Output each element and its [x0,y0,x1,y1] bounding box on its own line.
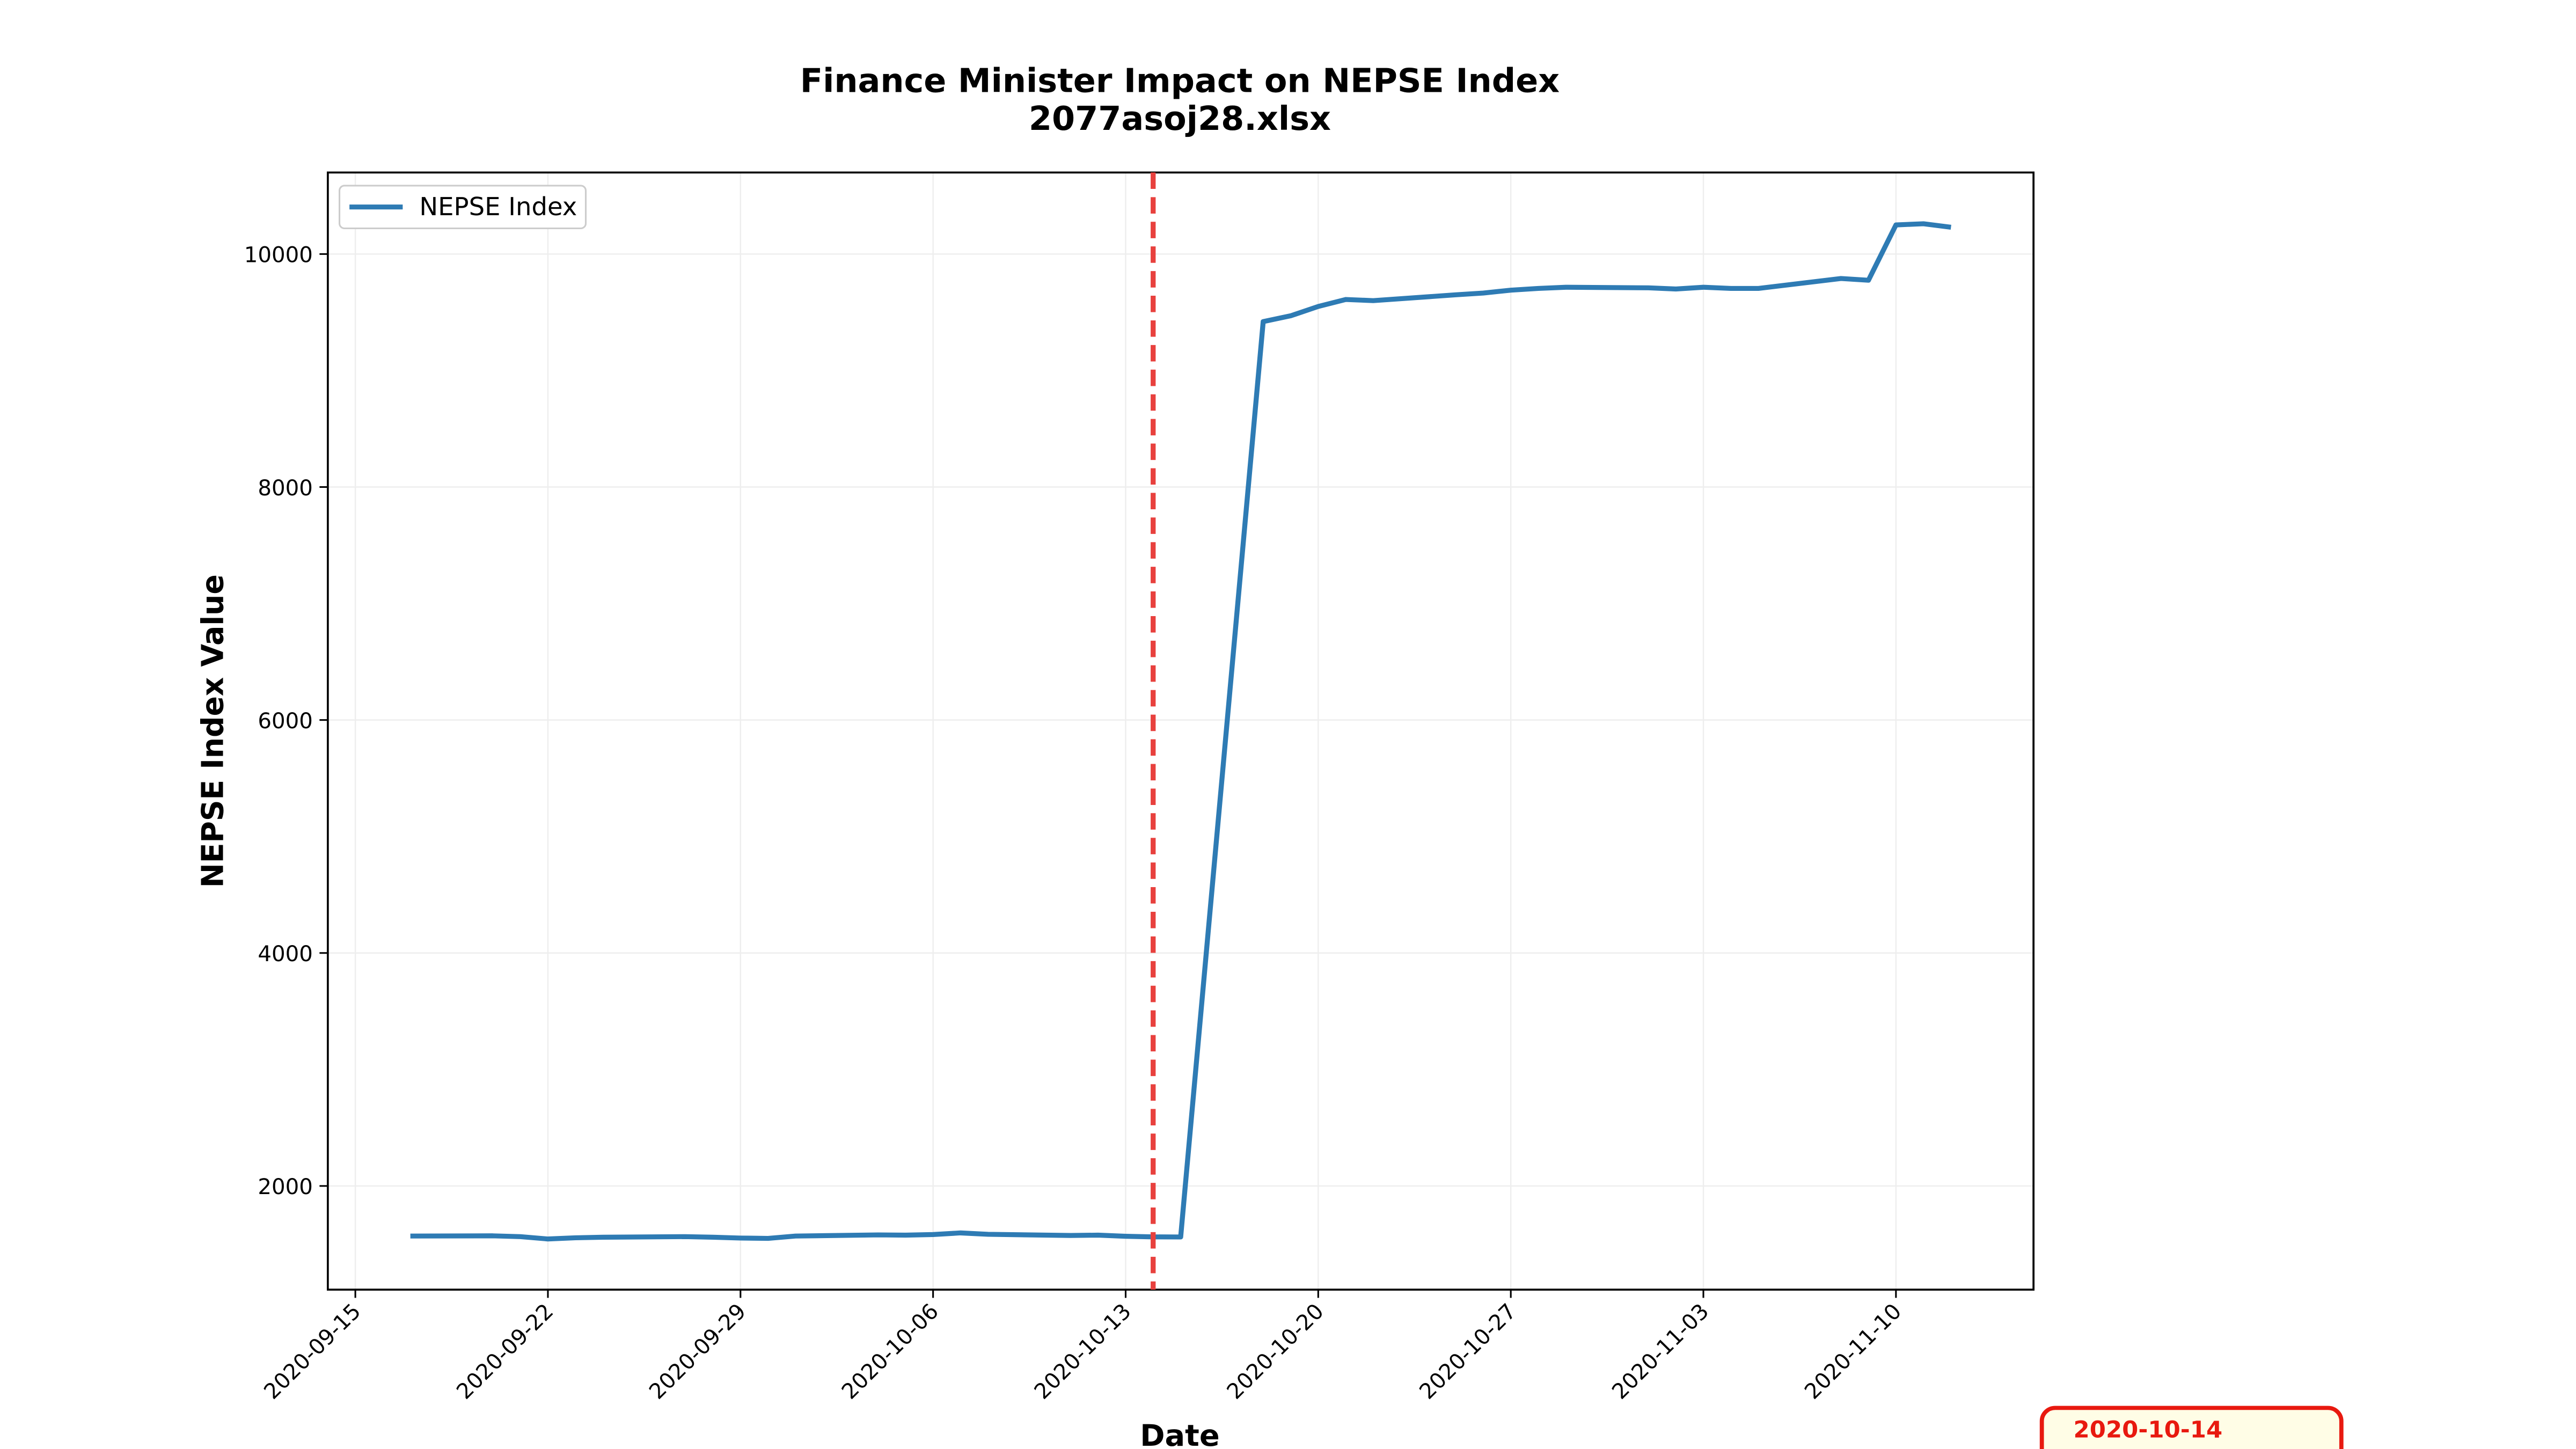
legend-label: NEPSE Index [419,192,577,221]
x-tick-label: 2020-09-29 [645,1299,751,1404]
chart-title: Finance Minister Impact on NEPSE Index [800,62,1560,100]
y-axis-label: NEPSE Index Value [196,574,230,888]
x-tick-label: 2020-11-10 [1800,1299,1906,1404]
x-tick-label: 2020-10-27 [1415,1299,1521,1404]
y-tick-label: 10000 [244,243,313,268]
annotation-box [2039,1406,2344,1449]
y-tick-label: 6000 [258,709,313,734]
x-axis-label: Date [1140,1419,1219,1449]
plot-frame [326,171,2035,1291]
y-tick-label: 2000 [258,1175,313,1199]
annotation-text: 2020-10-14 [2074,1417,2223,1444]
y-tick-label: 8000 [258,476,313,501]
x-tick-label: 2020-11-03 [1607,1299,1714,1404]
x-tick-label: 2020-10-13 [1030,1299,1136,1404]
legend-box [339,185,587,230]
x-tick-label: 2020-10-20 [1222,1299,1328,1404]
x-tick-label: 2020-10-06 [837,1299,943,1404]
chart-subtitle: 2077asoj28.xlsx [1029,99,1331,138]
x-tick-label: 2020-09-15 [259,1299,365,1404]
x-tick-label: 2020-09-22 [452,1299,558,1404]
y-tick-label: 4000 [258,942,313,967]
data-line [410,221,1951,1242]
